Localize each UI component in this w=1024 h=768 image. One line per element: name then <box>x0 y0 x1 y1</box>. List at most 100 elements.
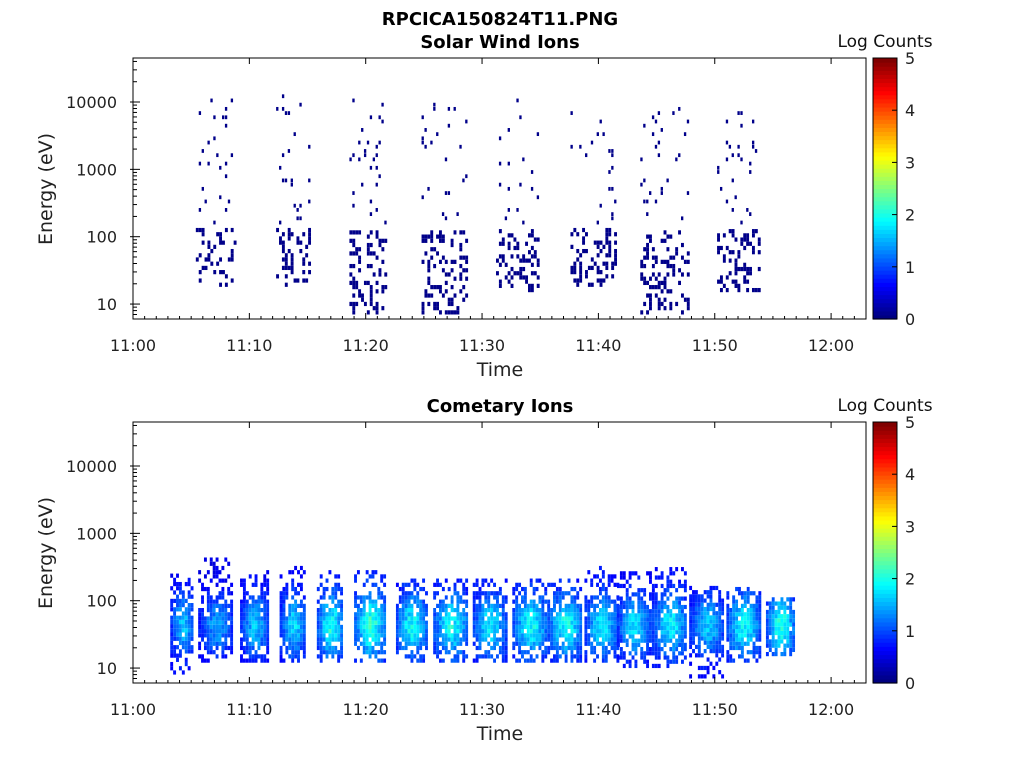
spectrogram-cell <box>302 257 306 262</box>
spectrogram-cell <box>436 301 439 307</box>
spectrogram-cell <box>325 586 329 592</box>
spectrogram-cell <box>768 609 772 615</box>
spectrogram-cell <box>438 582 442 587</box>
spectrogram-cell <box>481 624 485 630</box>
spectrogram-cell <box>251 658 255 663</box>
spectrogram-cell <box>384 272 388 277</box>
spectrogram-cell <box>444 280 448 286</box>
spectrogram-cell <box>598 599 602 604</box>
spectrogram-cell <box>284 111 288 115</box>
spectrogram-cell <box>484 650 488 655</box>
y-tick-label: 10000 <box>66 93 117 112</box>
spectrogram-cell <box>337 637 341 642</box>
spectrogram-cell <box>649 301 652 307</box>
spectrogram-cell <box>290 257 294 262</box>
spectrogram-cell <box>657 638 661 643</box>
spectrogram-cell <box>596 620 599 625</box>
spectrogram-cell <box>755 624 759 630</box>
spectrogram-cell <box>681 642 684 648</box>
spectrogram-cell <box>611 153 614 158</box>
spectrogram-cell <box>282 620 286 625</box>
spectrogram-cell <box>465 276 469 281</box>
spectrogram-cell <box>579 645 583 651</box>
spectrogram-cell <box>213 270 217 275</box>
spectrogram-cell <box>678 651 682 656</box>
spectrogram-cell <box>694 619 698 624</box>
spectrogram-cell <box>521 654 524 659</box>
spectrogram-cell <box>260 599 264 604</box>
spectrogram-cell <box>608 248 612 254</box>
spectrogram-cell <box>651 592 655 597</box>
spectrogram-cell <box>450 285 454 290</box>
spectrogram-cell <box>187 611 191 616</box>
spectrogram-cell <box>355 301 359 307</box>
spectrogram-cell <box>607 624 611 630</box>
spectrogram-cell <box>365 650 369 655</box>
spectrogram-cell <box>498 645 502 651</box>
spectrogram-cell <box>628 596 632 601</box>
spectrogram-cell <box>780 618 784 623</box>
spectrogram-cell <box>718 619 722 624</box>
spectrogram-cell <box>703 632 707 637</box>
spectrogram-cell <box>447 272 451 277</box>
spectrogram-cell <box>755 603 759 608</box>
spectrogram-cell <box>599 248 603 254</box>
spectrogram-burst <box>170 573 194 675</box>
spectrogram-cell <box>206 599 210 604</box>
spectrogram-cell <box>352 306 356 311</box>
spectrogram-cell <box>319 650 323 655</box>
spectrogram-cell <box>780 622 784 627</box>
spectrogram-cell <box>230 582 234 587</box>
spectrogram-cell <box>436 612 439 617</box>
spectrogram-cell <box>319 620 323 625</box>
spectrogram-cell <box>356 624 360 630</box>
spectrogram-cell <box>366 242 370 248</box>
spectrogram-cell <box>433 616 437 621</box>
spectrogram-cell <box>538 641 542 646</box>
spectrogram-cell <box>746 650 750 655</box>
spectrogram-cell <box>765 651 769 657</box>
spectrogram-cell <box>672 634 676 639</box>
spectrogram-cell <box>240 624 243 630</box>
spectrogram-cell <box>530 186 534 191</box>
spectrogram-cell <box>325 612 329 617</box>
spectrogram-cell <box>413 641 417 646</box>
spectrogram-cell <box>666 588 670 593</box>
spectrogram-cell <box>221 607 225 613</box>
spectrogram-cell <box>501 650 505 655</box>
spectrogram-cell <box>590 645 594 651</box>
colorbar-swatch <box>873 519 897 525</box>
spectrogram-cell <box>510 275 514 280</box>
spectrogram-cell <box>178 598 182 604</box>
spectrogram-cell <box>715 585 719 591</box>
spectrogram-cell <box>254 658 258 663</box>
spectrogram-cell <box>374 637 378 642</box>
spectrogram-cell <box>404 616 408 621</box>
spectrogram-cell <box>529 603 533 608</box>
spectrogram-cell <box>254 578 258 583</box>
spectrogram-cell <box>288 616 292 621</box>
y-tick-label: 1000 <box>76 524 117 543</box>
spectrogram-cell <box>230 98 234 103</box>
spectrogram-cell <box>496 591 499 596</box>
x-tick-label: 11:20 <box>343 700 389 719</box>
spectrogram-cell <box>395 629 399 634</box>
spectrogram-cell <box>715 615 719 620</box>
spectrogram-cell <box>456 641 460 646</box>
spectrogram-cell <box>218 595 222 600</box>
spectrogram-cell <box>375 255 379 260</box>
spectrogram-cell <box>281 178 285 183</box>
spectrogram-cell <box>245 624 249 630</box>
spectrogram-cell <box>558 595 562 600</box>
spectrogram-cell <box>493 620 497 625</box>
spectrogram-cell <box>669 647 673 652</box>
spectrogram-cell <box>436 578 439 583</box>
spectrogram-cell <box>395 616 399 621</box>
spectrogram-cell <box>305 278 309 283</box>
spectrogram-cell <box>294 650 298 655</box>
spectrogram-cell <box>523 650 527 655</box>
spectrogram-cell <box>740 650 744 655</box>
spectrogram-cell <box>433 306 437 311</box>
spectrogram-cell <box>780 614 784 619</box>
x-tick-label: 11:30 <box>459 700 505 719</box>
